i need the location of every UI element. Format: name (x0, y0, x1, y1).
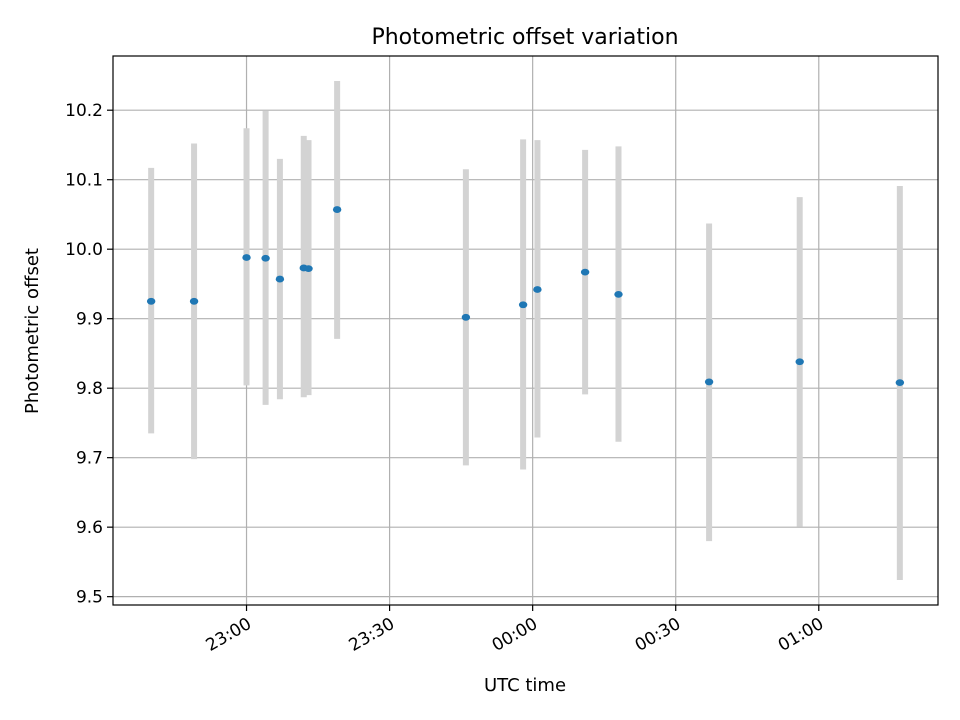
y-tick-label: 9.6 (76, 518, 103, 538)
data-point (614, 290, 623, 298)
data-point (518, 301, 528, 309)
y-tick-label: 9.5 (76, 588, 103, 608)
y-tick-label: 9.9 (76, 310, 103, 330)
y-axis-label: Photometric offset (22, 248, 43, 414)
data-markers (146, 206, 905, 387)
data-point (275, 275, 285, 283)
y-tick-label: 9.8 (76, 379, 103, 399)
data-point (704, 378, 714, 386)
data-point (461, 313, 471, 321)
data-point (580, 268, 590, 276)
data-point (146, 297, 156, 305)
y-axis-ticks: 9.5 9.6 9.7 9.8 9.9 10.0 10.1 10.2 (65, 101, 113, 608)
data-point (261, 254, 270, 262)
data-point (895, 379, 905, 387)
plot-frame (112, 55, 939, 606)
data-point (242, 254, 251, 261)
data-point (332, 206, 342, 213)
x-axis-label: UTC time (484, 675, 566, 696)
y-tick-label: 10.2 (65, 101, 103, 121)
data-point (533, 286, 542, 293)
data-point (795, 358, 804, 366)
data-point (189, 297, 199, 305)
data-point (304, 265, 313, 273)
y-tick-label: 10.0 (65, 240, 103, 260)
y-tick-label: 9.7 (76, 449, 103, 469)
y-tick-label: 10.1 (65, 171, 103, 191)
chart-title: Photometric offset variation (371, 25, 678, 50)
